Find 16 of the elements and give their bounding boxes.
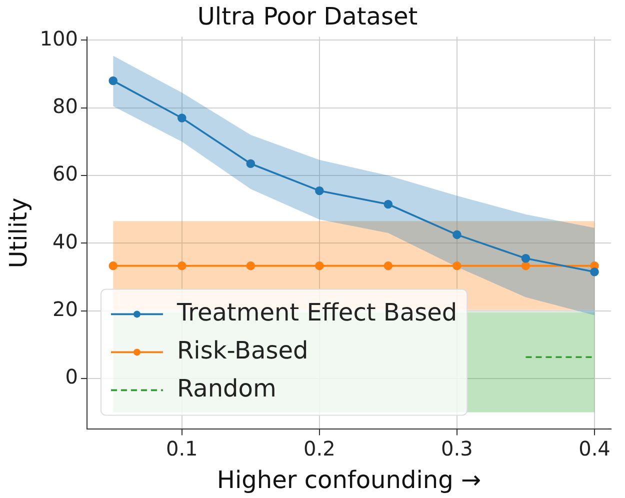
x-tick-label: 0.4 (578, 436, 610, 460)
x-axis-title: Higher confounding → (216, 466, 482, 494)
y-tick-label: 100 (40, 26, 78, 50)
chart-title: Ultra Poor Dataset (197, 2, 418, 31)
x-tick-label: 0.2 (304, 436, 336, 460)
y-tick-label: 80 (52, 94, 78, 118)
legend-label: Treatment Effect Based (176, 298, 458, 326)
y-tick-label: 60 (52, 162, 78, 186)
x-tick-label: 0.1 (166, 436, 198, 460)
y-tick-label: 20 (52, 297, 78, 322)
legend-label: Random (176, 374, 276, 402)
y-axis-title: Utility (4, 198, 33, 268)
y-tick-label: 40 (52, 229, 78, 254)
legend-label: Risk-Based (176, 336, 308, 364)
x-tick-label: 0.3 (441, 436, 473, 460)
y-tick-label: 0 (65, 364, 78, 389)
